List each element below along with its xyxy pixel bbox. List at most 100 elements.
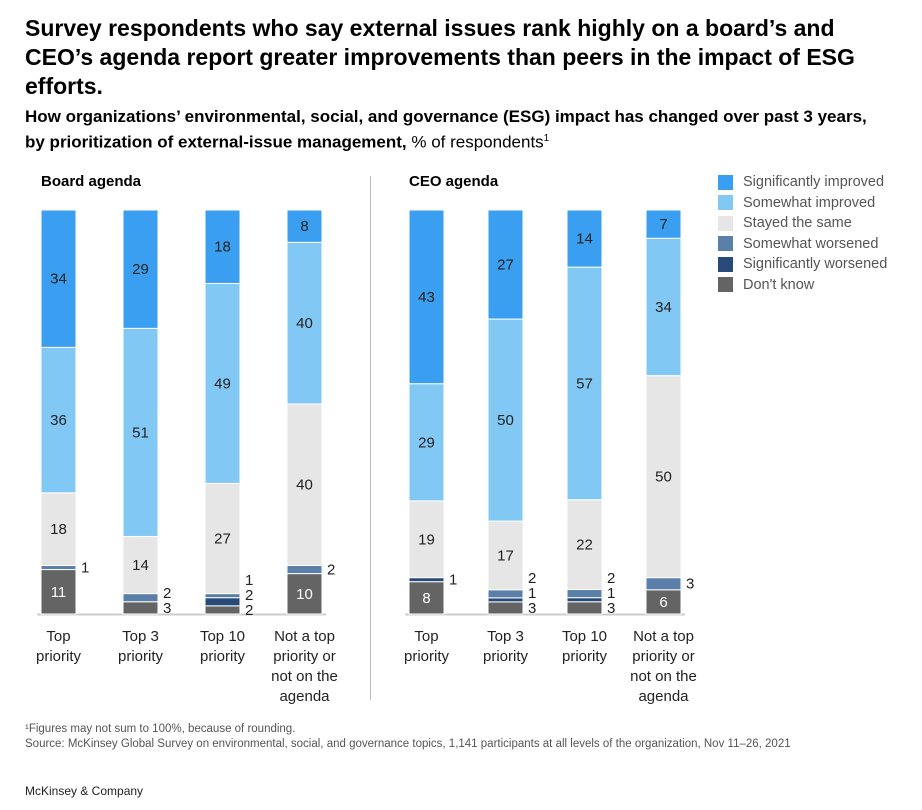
category-label: Top priority [404,628,450,665]
data-label: 1 [528,585,536,602]
legend-item: Significantly improved [718,172,887,193]
data-label: 2 [163,585,171,602]
panel-title-board: Board agenda [41,173,142,190]
data-label: 40 [296,315,313,332]
data-label: 8 [300,218,308,235]
bar-segment [40,209,77,348]
data-label: 1 [449,572,457,589]
data-label: 36 [50,412,67,429]
data-label: 50 [655,469,672,486]
data-label: 3 [607,600,615,617]
subtitle-unit: % of respondents [406,132,544,152]
data-label: 3 [528,600,536,617]
data-label: 1 [81,560,89,577]
bar-segment [487,318,524,522]
source-note: Source: McKinsey Global Survey on enviro… [25,738,791,750]
data-label: 1 [245,572,253,589]
panel-title-ceo: CEO agenda [409,173,499,190]
legend-swatch [718,174,733,190]
legend-item: Somewhat improved [718,193,887,214]
bar-segment [286,565,323,575]
bar-segment [566,266,603,501]
data-label: 34 [655,299,672,316]
data-label: 14 [132,557,149,574]
bar-segment [286,209,323,243]
bar-segment [566,601,603,615]
data-label: 51 [132,424,149,441]
bar-segment [40,346,77,494]
bar-segment [204,482,241,595]
bar-segment [286,403,323,567]
bar-segment [487,597,524,603]
data-label: 8 [422,590,430,607]
data-label: 2 [607,570,615,587]
data-label: 34 [50,271,67,288]
bar-segment [645,577,682,591]
data-label: 3 [686,576,694,593]
legend-label: Don't know [743,276,815,293]
subtitle-footnote-ref: 1 [543,133,550,144]
category-label: Not a top priority or not on the agenda [271,628,338,705]
subtitle-main: How organizations’ environmental, social… [25,107,867,152]
legend-item: Somewhat worsened [718,234,887,255]
footnote: ¹Figures may not sum to 100%, because of… [25,723,296,735]
bar-segment [566,209,603,268]
bar-segment [487,601,524,615]
bar-segment [204,597,241,607]
legend-item: Significantly worsened [718,254,887,275]
data-label: 17 [497,547,514,564]
category-label: Top 10 priority [562,628,608,665]
category-label: Not a top priority or not on the agenda [630,628,697,705]
legend-swatch [718,277,733,293]
data-label: 6 [659,594,667,611]
bar-segment [408,383,445,502]
data-label: 2 [245,587,253,604]
bar-segment [204,282,241,484]
legend-item: Don't know [718,275,887,296]
bar-segment [645,375,682,579]
data-label: 27 [497,257,514,274]
bar-segment [487,589,524,599]
data-label: 2 [528,570,536,587]
data-label: 7 [659,216,667,233]
legend-label: Significantly improved [743,174,885,191]
data-label: 49 [214,375,231,392]
category-label: Top priority [36,628,82,665]
data-label: 11 [51,584,67,601]
legend: Significantly improved Somewhat improved S… [718,172,887,295]
bar-segment [40,565,77,571]
data-label: 57 [576,375,593,392]
data-label: 1 [607,585,615,602]
data-label: 18 [50,521,67,538]
data-label: 2 [327,562,335,579]
chart-subtitle: How organizations’ environmental, social… [25,106,885,154]
data-label: 29 [132,261,149,278]
bar-segment [40,569,77,615]
panel-divider [370,176,371,700]
bar-segment [566,597,603,603]
data-label: 27 [214,531,231,548]
data-label: 18 [214,239,231,256]
category-label: Top 10 priority [200,628,246,665]
bar-segment [40,492,77,567]
bar-segment [408,209,445,385]
bar-segment [204,605,241,615]
legend-label: Stayed the same [743,215,852,232]
bar-segment [487,520,524,591]
data-label: 10 [296,586,313,603]
legend-swatch [718,195,733,211]
category-label: Top 3 priority [118,628,164,665]
bar-segment [566,589,603,599]
legend-item: Stayed the same [718,213,887,234]
data-label: 2 [245,602,253,619]
data-label: 3 [163,600,171,617]
bar-segment [645,209,682,239]
data-label: 43 [418,289,435,306]
legend-label: Somewhat worsened [743,235,879,252]
bar-segment [408,577,445,583]
bar-segment [204,593,241,599]
bar-segment [122,209,159,329]
data-label: 40 [296,477,313,494]
